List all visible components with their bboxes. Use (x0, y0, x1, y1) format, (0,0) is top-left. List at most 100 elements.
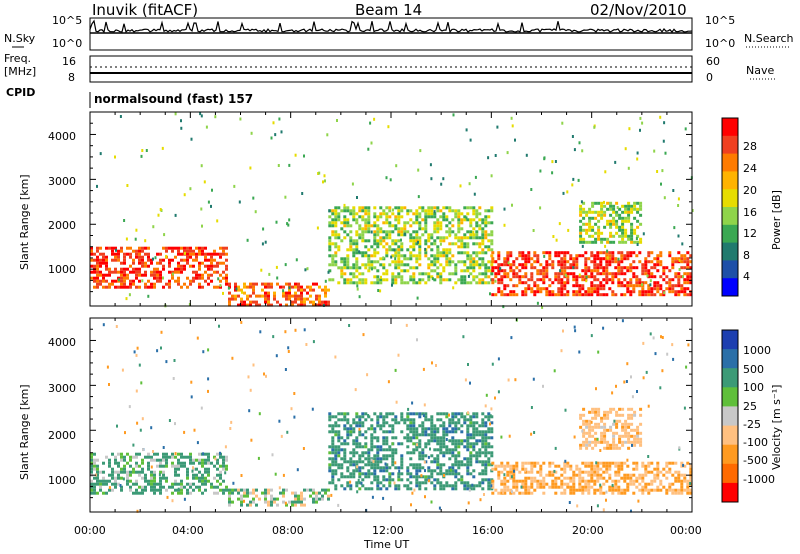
echo-cell (255, 503, 258, 507)
echo-cell (132, 482, 135, 486)
echo-cell (367, 254, 371, 258)
echo-cell (572, 293, 576, 297)
echo-cell (478, 236, 482, 240)
echo-cell (503, 485, 507, 489)
echo-cell (618, 216, 622, 220)
echo-cell (448, 278, 452, 282)
scatter-echo (437, 248, 440, 251)
scatter-echo (373, 117, 376, 121)
echo-cell (677, 284, 681, 288)
echo-cell (138, 285, 141, 289)
scatter-echo (270, 136, 273, 140)
scatter-echo (115, 325, 118, 328)
echo-cell (521, 482, 525, 486)
echo-cell (297, 497, 300, 501)
echo-cell (457, 439, 461, 443)
echo-cell (603, 428, 607, 432)
echo-cell (578, 482, 582, 486)
echo-cell (590, 470, 594, 474)
echo-cell (291, 300, 294, 304)
scatter-echo (284, 368, 287, 371)
echo-cell (436, 230, 440, 234)
echo-cell (548, 293, 552, 297)
echo-cell (590, 293, 594, 297)
echo-cell (433, 230, 437, 234)
echo-cell (445, 257, 449, 261)
scatter-echo (604, 170, 607, 174)
scatter-echo (530, 406, 533, 409)
echo-cell (587, 491, 591, 495)
echo-cell (606, 410, 610, 414)
echo-cell (294, 294, 297, 298)
echo-cell (331, 457, 335, 461)
echo-cell (370, 481, 374, 485)
echo-cell (487, 209, 491, 213)
echo-cell (439, 466, 443, 470)
echo-cell (385, 215, 389, 219)
echo-cell (636, 440, 640, 444)
scatter-echo (296, 468, 299, 472)
echo-cell (328, 245, 332, 249)
echo-cell (548, 461, 552, 465)
echo-cell (165, 488, 168, 492)
echo-cell (400, 412, 404, 416)
echo-cell (394, 415, 398, 419)
echo-cell (617, 284, 621, 288)
echo-cell (376, 281, 380, 285)
scatter-echo (413, 488, 416, 492)
echo-cell (445, 415, 449, 419)
echo-cell (632, 482, 636, 486)
echo-cell (90, 264, 93, 268)
echo-cell (494, 467, 498, 471)
echo-cell (683, 464, 687, 468)
echo-cell (340, 457, 344, 461)
echo-cell (388, 236, 392, 240)
scatter-echo (172, 377, 175, 380)
echo-cell (397, 260, 401, 264)
echo-cell (472, 448, 476, 452)
scatter-echo (558, 222, 561, 226)
echo-cell (636, 434, 640, 438)
echo-cell (472, 433, 476, 437)
echo-cell (460, 269, 464, 273)
echo-cell (614, 464, 618, 468)
echo-cell (108, 273, 111, 277)
echo-cell (609, 201, 613, 205)
echo-cell (472, 263, 476, 267)
echo-cell (328, 424, 332, 428)
echo-cell (225, 267, 228, 271)
echo-cell (370, 424, 374, 428)
echo-cell (394, 251, 398, 255)
echo-cell (340, 227, 344, 231)
echo-cell (406, 263, 410, 267)
echo-cell (478, 451, 482, 455)
echo-cell (364, 212, 368, 216)
echo-cell (545, 275, 549, 279)
echo-cell (521, 251, 525, 255)
xtick-2000: 20:00 (572, 524, 604, 537)
scatter-echo (687, 343, 690, 347)
echo-cell (557, 464, 561, 468)
echo-cell (400, 233, 404, 237)
echo-cell (300, 291, 303, 295)
echo-cell (174, 479, 177, 483)
echo-cell (382, 436, 386, 440)
echo-cell (331, 448, 335, 452)
echo-cell (590, 485, 594, 489)
scatter-echo (134, 237, 137, 241)
echo-cell (439, 448, 443, 452)
echo-cell (632, 467, 636, 471)
echo-cell (96, 476, 99, 480)
echo-cell (633, 440, 637, 444)
echo-cell (617, 473, 621, 477)
echo-cell (518, 263, 522, 267)
echo-cell (415, 266, 419, 270)
echo-cell (400, 466, 404, 470)
echo-cell (355, 230, 359, 234)
scatter-echo (536, 301, 539, 305)
echo-cell (285, 297, 288, 301)
echo-cell (264, 291, 267, 295)
echo-cell (491, 257, 495, 261)
echo-cell (469, 233, 473, 237)
echo-cell (481, 239, 485, 243)
